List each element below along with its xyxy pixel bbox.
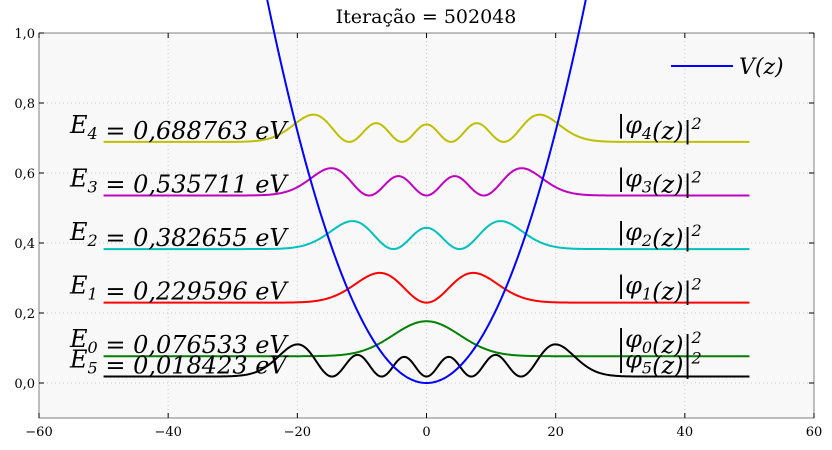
- state-labels: E0 = 0,076533 eV |φ0(z)|2 E1 = 0,229596 eV…: [69, 111, 702, 381]
- y-tick-label: 0,8: [14, 97, 35, 112]
- prob-label-5: |φ5(z)|2: [617, 346, 702, 381]
- grid: [39, 33, 814, 418]
- state-curve-1: [103, 271, 750, 304]
- y-tick-label: 0,0: [14, 377, 35, 392]
- legend-label: V(z): [739, 55, 784, 80]
- curves: [103, 0, 750, 385]
- x-tick-label: −40: [154, 425, 181, 440]
- energy-label-1: E1 = 0,229596 eV: [69, 272, 289, 306]
- energy-label-3: E3 = 0,535711 eV: [69, 165, 289, 199]
- state-curve-2: [103, 220, 750, 251]
- prob-label-2: |φ2(z)|2: [617, 218, 702, 253]
- energy-label-5: E5 = 0,018423 eV: [69, 346, 289, 380]
- energy-label-2: E2 = 0,382655 eV: [69, 218, 289, 252]
- state-curve-3: [103, 167, 750, 197]
- y-tick-label: 1,0: [14, 27, 35, 42]
- state-curve-5: [103, 343, 750, 378]
- potential-curve: [266, 0, 587, 385]
- x-tick-label: 60: [806, 425, 823, 440]
- prob-label-4: |φ4(z)|2: [617, 111, 702, 146]
- chart-title: Iteração = 502048: [336, 6, 517, 28]
- x-tick-label: −60: [25, 425, 52, 440]
- y-tick-label: 0,4: [14, 237, 35, 252]
- state-curve-0: [103, 320, 750, 358]
- x-tick-label: −20: [284, 425, 311, 440]
- energy-label-4: E4 = 0,688763 eV: [69, 111, 289, 145]
- state-curve-4: [103, 113, 750, 143]
- axis-ticks: −60 −40 −20 0 20 40 60 0,0 0,2 0,4 0,6 0,8 1,0: [14, 27, 822, 440]
- y-tick-label: 0,2: [14, 307, 35, 322]
- energy-label-0: E0 = 0,076533 eV: [69, 325, 289, 359]
- x-tick-label: 0: [422, 425, 430, 440]
- x-tick-label: 20: [547, 425, 564, 440]
- prob-label-1: |φ1(z)|2: [617, 272, 702, 307]
- prob-label-3: |φ3(z)|2: [617, 165, 702, 200]
- y-tick-label: 0,6: [14, 167, 35, 182]
- prob-label-0: |φ0(z)|2: [617, 325, 702, 360]
- x-tick-label: 40: [677, 425, 694, 440]
- legend: V(z): [671, 55, 784, 80]
